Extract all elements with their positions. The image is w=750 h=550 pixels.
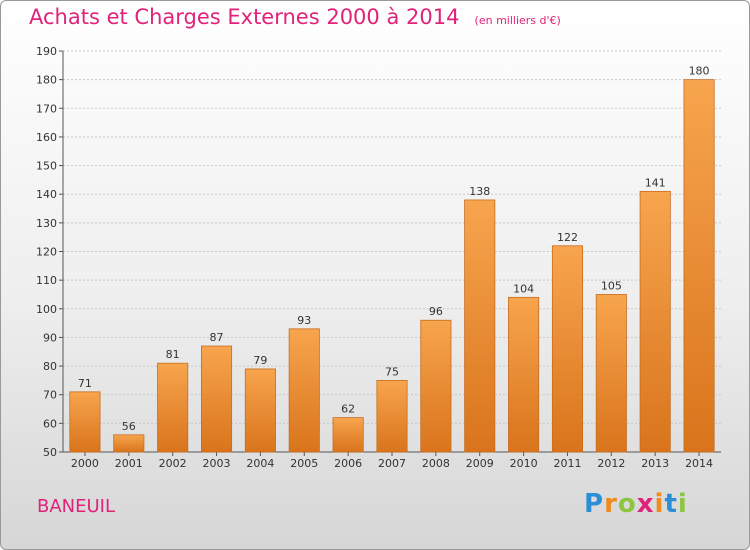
bar-value-label: 141 [645, 176, 666, 189]
bar [464, 199, 496, 453]
bar [639, 190, 671, 453]
x-tick-label: 2009 [466, 457, 494, 470]
y-tick-label: 170 [36, 102, 57, 115]
y-tick-label: 110 [36, 274, 57, 287]
x-tick-label: 2003 [203, 457, 231, 470]
y-tick-label: 150 [36, 160, 57, 173]
bar-value-label: 62 [341, 403, 355, 416]
bar-value-label: 104 [513, 282, 534, 295]
bar [288, 328, 320, 453]
bar [157, 362, 189, 453]
bar-value-labels: 71 56 81 87 79 93 62 75 96 138 104 122 105 141 180 [78, 65, 710, 433]
bar-value-label: 122 [557, 231, 578, 244]
y-tick-label: 90 [43, 331, 57, 344]
bar [508, 296, 540, 453]
bar-value-label: 180 [689, 65, 710, 78]
bar-value-label: 56 [122, 420, 136, 433]
x-tick-label: 2013 [641, 457, 669, 470]
bar [420, 319, 452, 453]
x-tick-label: 2012 [597, 457, 625, 470]
bar [595, 294, 627, 453]
bar-value-label: 105 [601, 279, 622, 292]
x-tick-label: 2000 [71, 457, 99, 470]
bar-value-label: 93 [297, 314, 311, 327]
bar [551, 245, 584, 453]
logo-letter: x [636, 489, 655, 519]
y-tick-label: 50 [43, 446, 57, 459]
x-tick-label: 2010 [510, 457, 538, 470]
y-tick-label: 70 [43, 389, 57, 402]
bar-value-label: 79 [253, 354, 267, 367]
logo-letter: i [677, 489, 688, 519]
logo-letter: i [654, 489, 665, 519]
bar [113, 434, 145, 453]
logo-letter: t [664, 489, 678, 519]
x-tick-label: 2001 [115, 457, 143, 470]
x-tick-label: 2008 [422, 457, 450, 470]
bar [69, 391, 101, 453]
bars [69, 79, 715, 453]
bar-value-label: 75 [385, 365, 399, 378]
logo-letter: o [617, 489, 637, 519]
bar-value-label: 138 [469, 185, 490, 198]
bar-value-label: 81 [166, 348, 180, 361]
x-tick-label: 2006 [334, 457, 362, 470]
y-tick-label: 190 [36, 45, 57, 58]
y-tick-label: 160 [36, 131, 57, 144]
y-tick-label: 130 [36, 217, 57, 230]
bar-value-label: 71 [78, 377, 92, 390]
y-tick-label: 120 [36, 246, 57, 259]
bar [200, 345, 233, 453]
bar-value-label: 96 [429, 305, 443, 318]
proxiti-logo: Proxiti [584, 489, 688, 519]
y-tick-label: 140 [36, 188, 57, 201]
logo-letter: P [584, 489, 605, 519]
y-tick-labels: 50 60 70 80 90 100 110 120 130 140 150 160 170 180 190 [36, 45, 57, 459]
x-tick-label: 2004 [246, 457, 274, 470]
bar [683, 79, 715, 453]
x-tick-label: 2014 [685, 457, 713, 470]
chart-title: Achats et Charges Externes 2000 à 2014 [29, 5, 460, 29]
y-tick-label: 180 [36, 74, 57, 87]
x-tick-labels: 2000 2001 2002 2003 2004 2005 2006 2007 2008 2009… [71, 457, 713, 470]
bar [376, 379, 408, 453]
x-tick-label: 2011 [553, 457, 581, 470]
title-block: Achats et Charges Externes 2000 à 2014 (… [29, 5, 561, 29]
bar [244, 368, 276, 453]
y-tick-label: 60 [43, 417, 57, 430]
x-tick-label: 2007 [378, 457, 406, 470]
logo-letter: r [604, 489, 618, 519]
y-tick-label: 100 [36, 303, 57, 316]
commune-name: BANEUIL [37, 496, 116, 517]
x-tick-label: 2002 [159, 457, 187, 470]
bar-value-label: 87 [210, 331, 224, 344]
chart-subtitle: (en milliers d'€) [474, 14, 561, 27]
x-tick-label: 2005 [290, 457, 318, 470]
y-tick-label: 80 [43, 360, 57, 373]
bar [332, 417, 364, 453]
